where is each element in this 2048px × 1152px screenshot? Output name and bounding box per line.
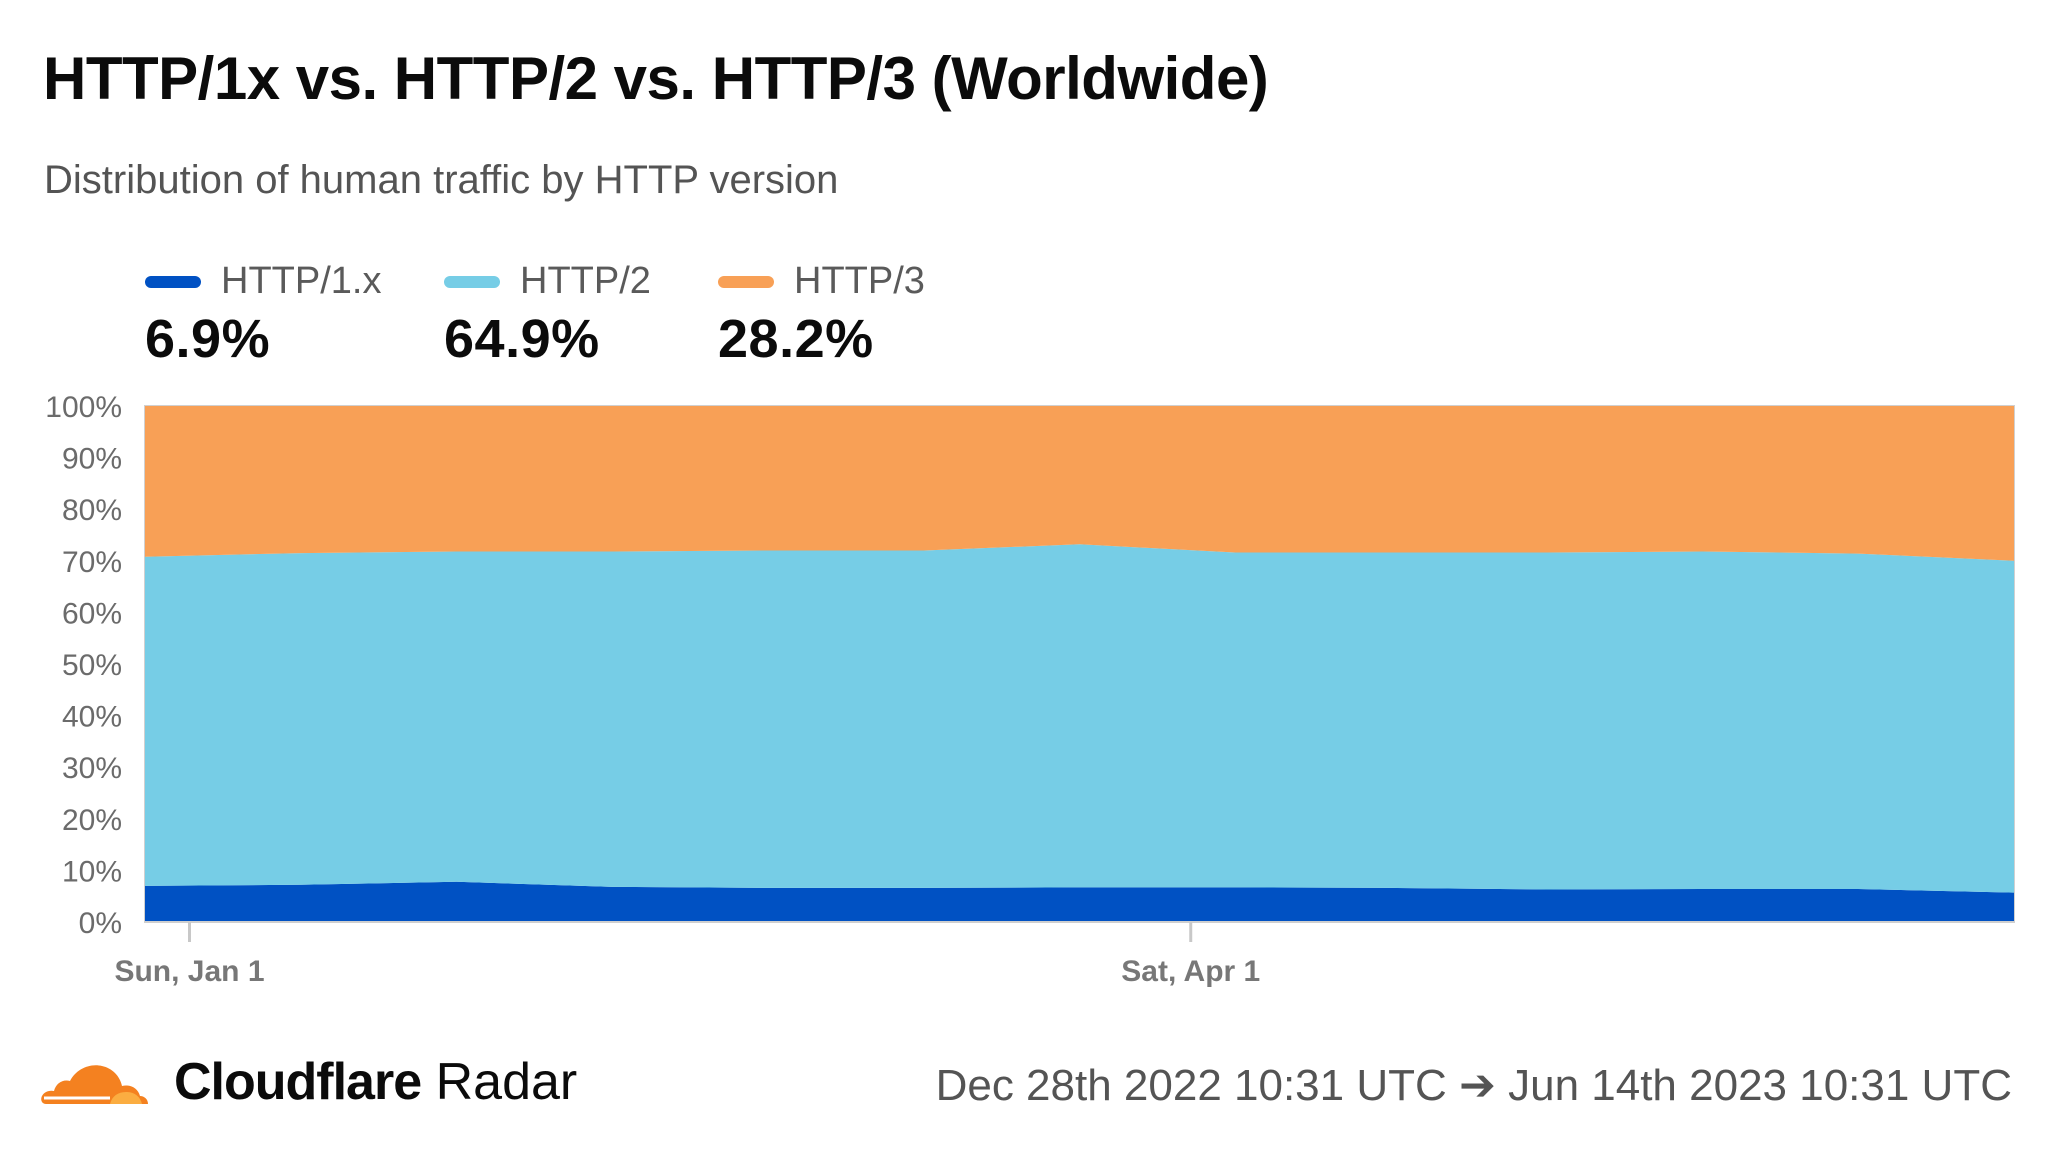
y-tick-label: 80% (62, 494, 122, 527)
legend-value-http2: 64.9% (444, 309, 600, 369)
y-tick-label: 0% (79, 907, 122, 940)
y-tick-label: 10% (62, 855, 122, 888)
area-http2 (145, 544, 2014, 893)
y-tick-label: 30% (62, 752, 122, 785)
brand-name: Cloudflare Radar (174, 1052, 577, 1112)
stacked-area-chart: 0% 10% 20% 30% 40% 50% 60% 70% 80% 90% 100% Sun, Ja… (45, 391, 2015, 988)
legend-label-http2: HTTP/2 (520, 260, 651, 302)
legend-value-http1x: 6.9% (145, 309, 271, 369)
y-tick-label: 40% (62, 701, 122, 734)
x-tick-label: Sun, Jan 1 (114, 955, 264, 988)
legend-swatch-http1x (145, 276, 201, 288)
legend-label-http3: HTTP/3 (794, 260, 925, 302)
y-tick-label: 50% (62, 649, 122, 682)
legend-value-http3: 28.2% (718, 309, 874, 369)
cloudflare-logo-icon (41, 1065, 148, 1104)
brand-name-regular: Radar (435, 1053, 578, 1111)
x-tick-label: Sat, Apr 1 (1121, 955, 1260, 988)
legend: HTTP/1.x 6.9% HTTP/2 64.9% HTTP/3 28.2% (0, 258, 1000, 369)
y-tick-label: 90% (62, 443, 122, 476)
legend-label-http1x: HTTP/1.x (221, 260, 382, 302)
legend-swatch-http3 (718, 276, 774, 288)
y-tick-label: 60% (62, 597, 122, 630)
y-tick-label: 20% (62, 804, 122, 837)
area-http1x (145, 881, 2014, 922)
date-range: Dec 28th 2022 10:31 UTC ➔ Jun 14th 2023 … (935, 1061, 2012, 1110)
brand-name-bold: Cloudflare (174, 1053, 422, 1111)
chart-title: HTTP/1x vs. HTTP/2 vs. HTTP/3 (Worldwide… (43, 45, 1269, 112)
area-http3 (145, 406, 2014, 561)
y-tick-label: 70% (62, 546, 122, 579)
chart-subtitle: Distribution of human traffic by HTTP ve… (44, 158, 839, 202)
y-tick-label: 100% (45, 391, 122, 424)
legend-swatch-http2 (444, 276, 500, 288)
